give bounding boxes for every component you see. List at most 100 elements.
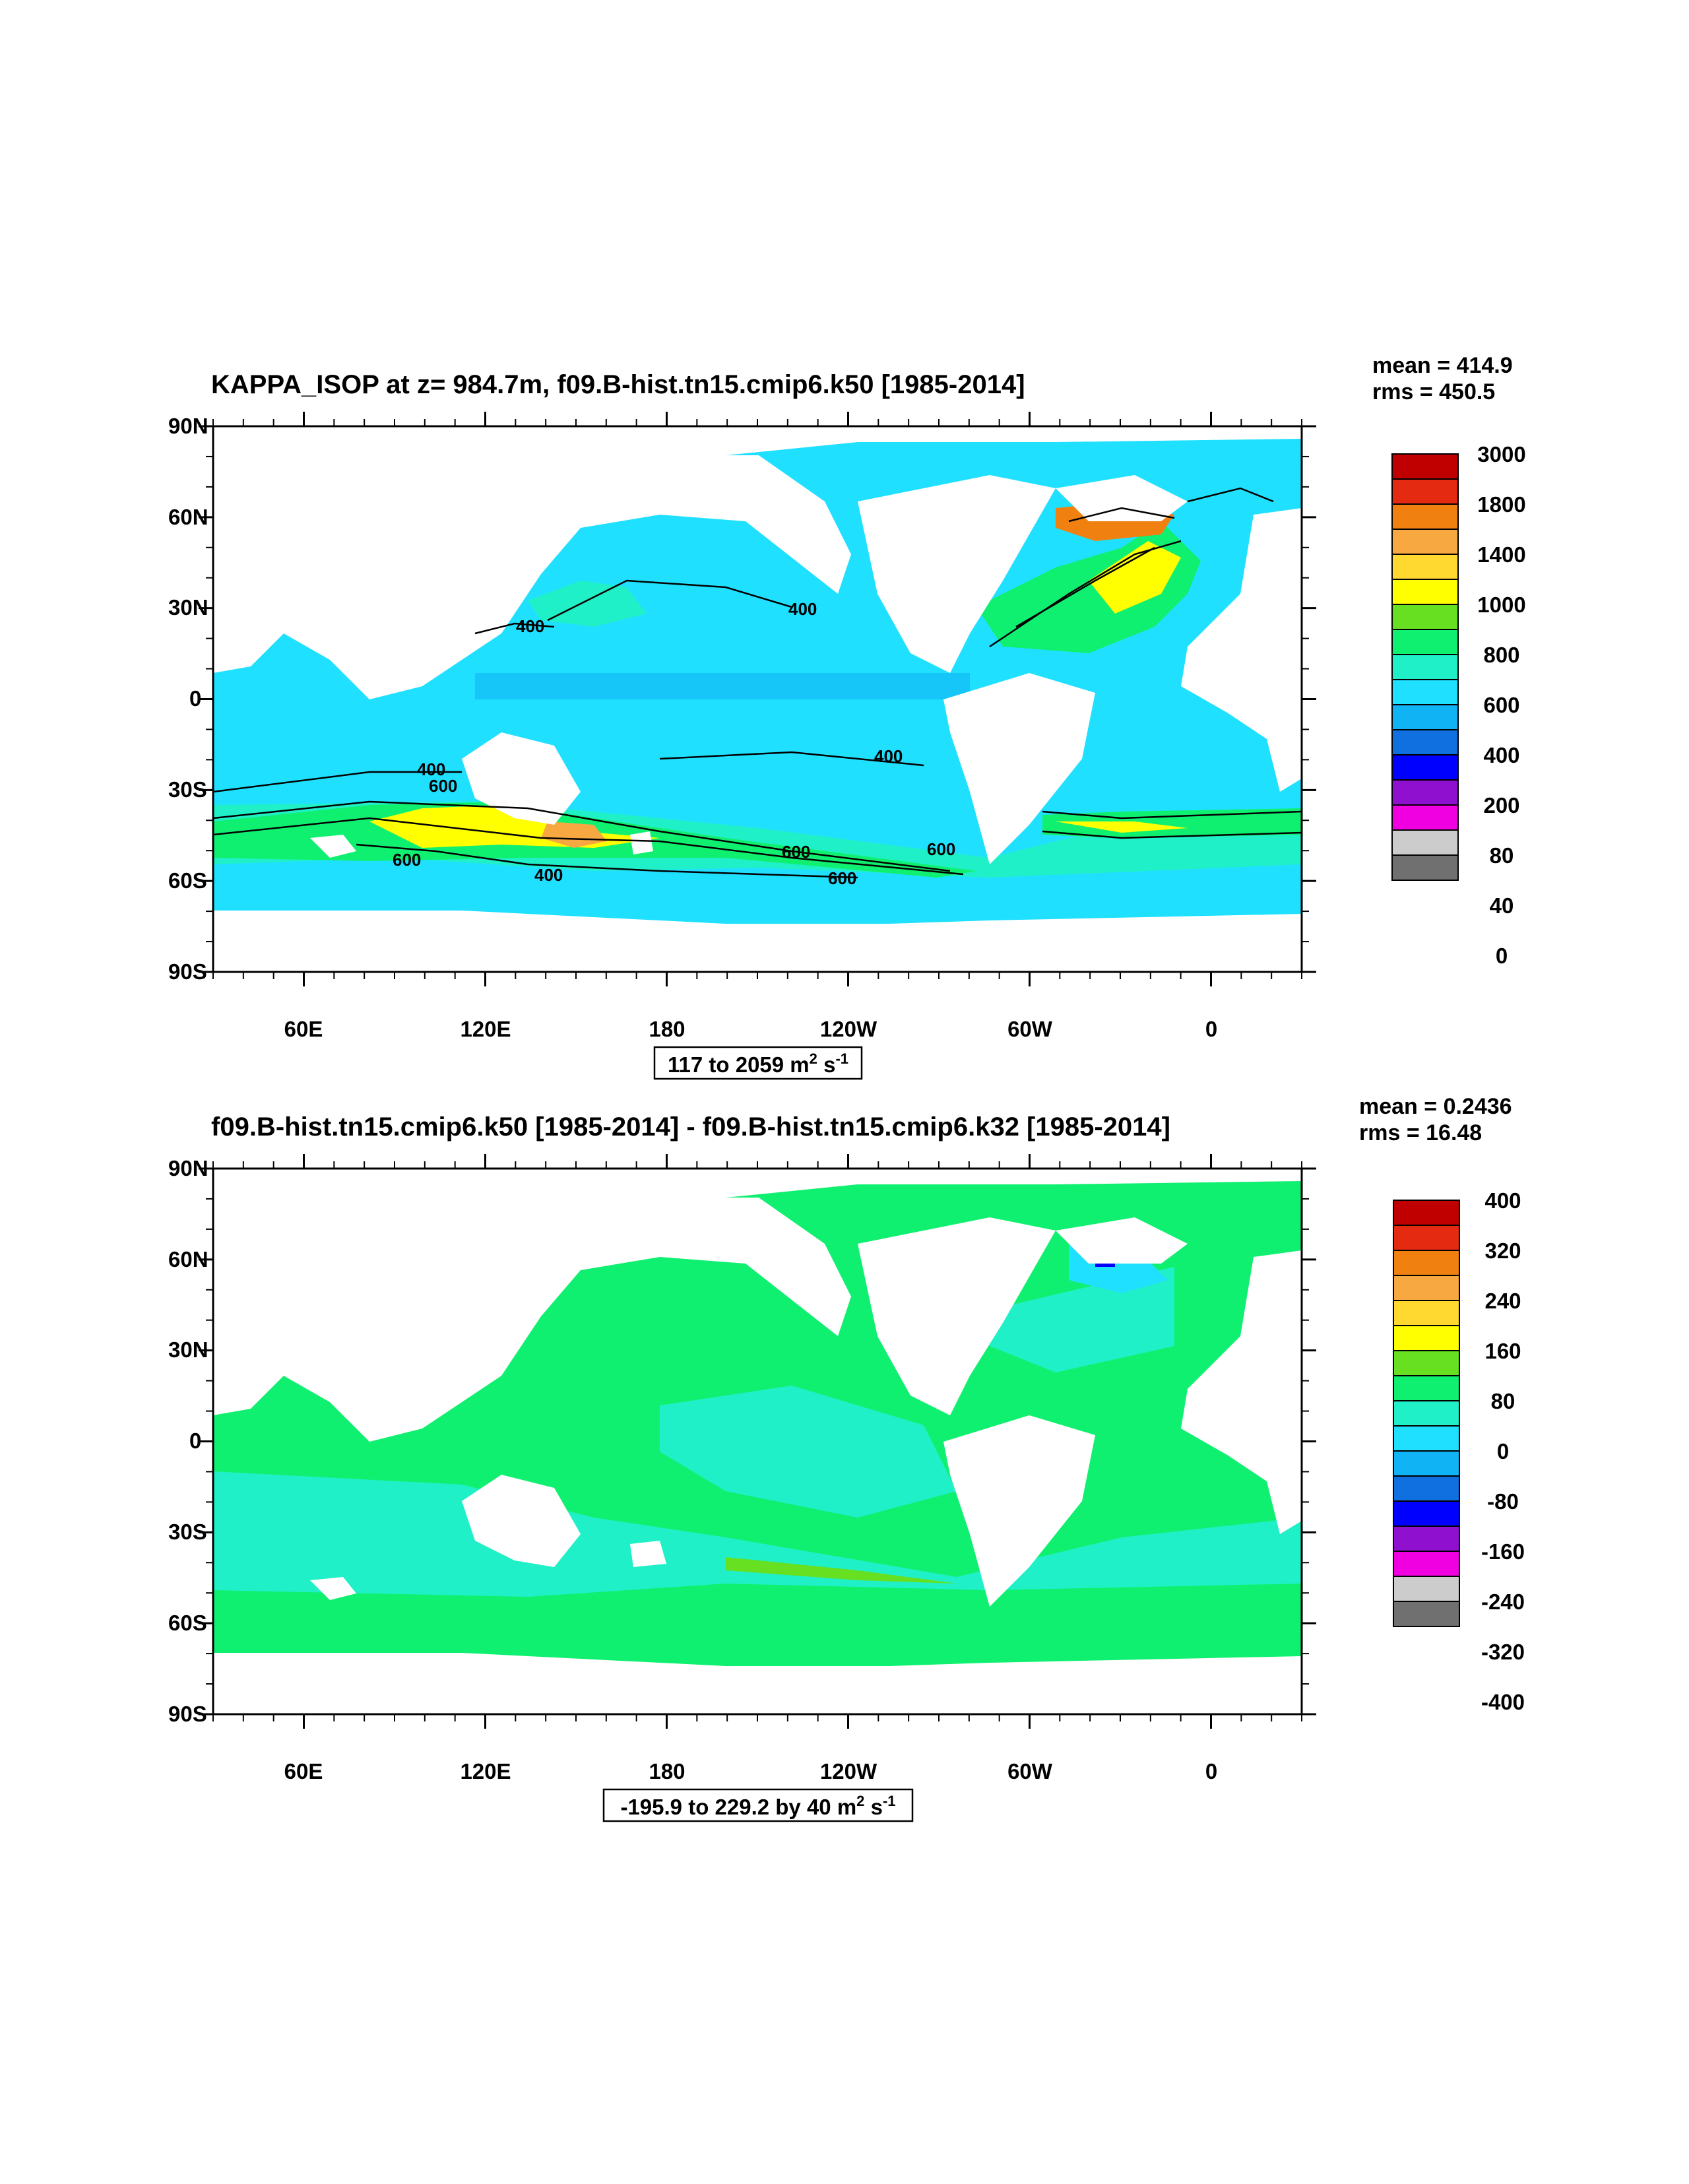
panel-1: KAPPA_ISOP at z= 984.7m, f09.B-hist.tn15…: [168, 353, 1526, 1080]
contour-label: 600: [828, 868, 856, 888]
colorbar-label: -240: [1481, 1590, 1525, 1614]
colorbar-swatch: [1393, 1325, 1460, 1351]
x-tick-label: 60E: [284, 1017, 323, 1041]
panel-2-range-box: -195.9 to 229.2 by 40 m2 s-1: [602, 1788, 914, 1822]
colorbar-swatch: [1393, 1425, 1460, 1452]
colorbar-swatch: [1391, 529, 1459, 555]
y-tick-label: 60N: [168, 1247, 208, 1271]
y-tick-label: 90N: [168, 414, 208, 438]
brazil-malvinas: [1042, 808, 1302, 838]
contour-label: 400: [788, 599, 817, 619]
land: [213, 1169, 1302, 1714]
panel-2-y-ticks: 90N 60N 30N 0 30S 60S 90S: [168, 1156, 208, 1726]
colorbar-label: 40: [1490, 893, 1514, 918]
contour-label: 600: [782, 842, 810, 862]
colorbar-label: -80: [1487, 1489, 1519, 1514]
colorbar-swatch: [1391, 729, 1459, 755]
contour-label: 400: [534, 865, 563, 885]
acc-positive: [726, 1557, 957, 1584]
colorbar-label: 320: [1484, 1238, 1521, 1263]
panel-2-map: [213, 1169, 1302, 1714]
colorbar-swatch: [1393, 1400, 1460, 1427]
panel-2-rms: rms = 16.48: [1359, 1120, 1482, 1145]
colorbar-swatch: [1391, 854, 1459, 881]
colorbar-swatch: [1391, 503, 1459, 530]
panel-1-mean: mean = 414.9: [1372, 353, 1513, 378]
panel-1-title: KAPPA_ISOP at z= 984.7m, f09.B-hist.tn15…: [211, 370, 1025, 399]
panel-1-x-ticks: 60E 120E 180 120W 60W 0: [284, 1017, 1218, 1041]
y-tick-label: 30N: [168, 595, 208, 620]
colorbar-swatch: [1393, 1551, 1460, 1577]
colorbar-swatch: [1393, 1601, 1460, 1627]
y-tick-label: 90S: [168, 1702, 207, 1726]
x-tick-label: 120W: [820, 1017, 877, 1041]
colorbar-label: 1000: [1477, 593, 1525, 617]
tasman-peak: [541, 821, 607, 848]
colorbar-swatch: [1393, 1250, 1460, 1276]
x-tick-label: 120E: [460, 1759, 511, 1783]
panel-2-title: f09.B-hist.tn15.cmip6.k50 [1985-2014] - …: [211, 1112, 1170, 1141]
y-tick-label: 60S: [168, 1611, 207, 1635]
colorbar-label: 600: [1483, 693, 1519, 717]
x-tick-label: 0: [1205, 1017, 1217, 1041]
atlantic-diff: [976, 1267, 1174, 1372]
contour-label: 400: [874, 746, 903, 766]
colorbar-label: -160: [1481, 1539, 1525, 1564]
x-tick-label: 180: [649, 1017, 685, 1041]
range-box-frame: [602, 1788, 914, 1822]
colorbar-label: 80: [1490, 843, 1514, 868]
x-tick-label: 0: [1205, 1759, 1217, 1783]
contour-label: 400: [417, 759, 445, 779]
colorbar-swatch: [1391, 779, 1459, 806]
colorbar-label: 400: [1484, 1188, 1521, 1213]
panel-2-x-ticks: 60E 120E 180 120W 60W 0: [284, 1759, 1218, 1783]
panel-1-range-box: 117 to 2059 m2 s-1: [653, 1046, 863, 1080]
range-label: 117 to 2059 m2 s-1: [668, 1050, 848, 1077]
x-tick-label: 120W: [820, 1759, 877, 1783]
panel-1-tick-marks: [199, 412, 1316, 986]
colorbar-swatch: [1391, 579, 1459, 605]
colorbar-label: 80: [1491, 1389, 1515, 1413]
panel-2-colorbar: 400 320 240 160 80 0 -80 -160 -240 -320 -400: [1393, 1188, 1525, 1714]
y-tick-label: 60S: [168, 868, 207, 893]
colorbar-label: 800: [1483, 643, 1519, 667]
colorbar-label: 3000: [1477, 442, 1525, 466]
colorbar-swatch: [1393, 1576, 1460, 1602]
colorbar-swatch: [1393, 1225, 1460, 1251]
colorbar-label: 160: [1484, 1339, 1521, 1363]
colorbar-swatch: [1393, 1300, 1460, 1326]
y-tick-label: 0: [189, 1429, 201, 1453]
y-tick-label: 30S: [168, 1520, 207, 1544]
x-tick-label: 60E: [284, 1759, 323, 1783]
colorbar-label: 240: [1484, 1289, 1521, 1313]
contour-label: 600: [429, 776, 457, 796]
colorbar-swatch: [1391, 654, 1459, 680]
malvinas-high: [1056, 821, 1188, 833]
panel-1-rms: rms = 450.5: [1372, 379, 1495, 404]
panel-1-map: 400 400 400 400 600 600 600 600 400 600: [213, 426, 1302, 972]
colorbar-label: 400: [1483, 743, 1519, 767]
colorbar-swatch: [1393, 1375, 1460, 1401]
gulf-stream-high: [1089, 541, 1181, 614]
colorbar-swatch: [1391, 679, 1459, 705]
colorbar-swatch: [1391, 829, 1459, 856]
colorbar-swatch: [1391, 704, 1459, 730]
y-tick-label: 90S: [168, 959, 207, 984]
y-tick-label: 60N: [168, 505, 208, 529]
colorbar-swatch: [1391, 629, 1459, 655]
equatorial-band: [475, 673, 970, 699]
land: [213, 426, 1302, 972]
colorbar-swatch: [1391, 554, 1459, 580]
colorbar-swatch: [1391, 453, 1459, 480]
colorbar-swatch: [1393, 1350, 1460, 1376]
y-tick-label: 0: [189, 686, 201, 711]
contour-lines: [213, 487, 1302, 879]
panel-1-y-ticks: 90N 60N 30N 0 30S 60S 90S: [168, 414, 208, 984]
colorbar-label: 0: [1497, 1439, 1509, 1463]
colorbar-label: 0: [1496, 944, 1508, 968]
y-tick-label: 30N: [168, 1337, 208, 1362]
range-label: -195.9 to 229.2 by 40 m2 s-1: [620, 1793, 895, 1819]
contour-label: 400: [516, 616, 544, 636]
